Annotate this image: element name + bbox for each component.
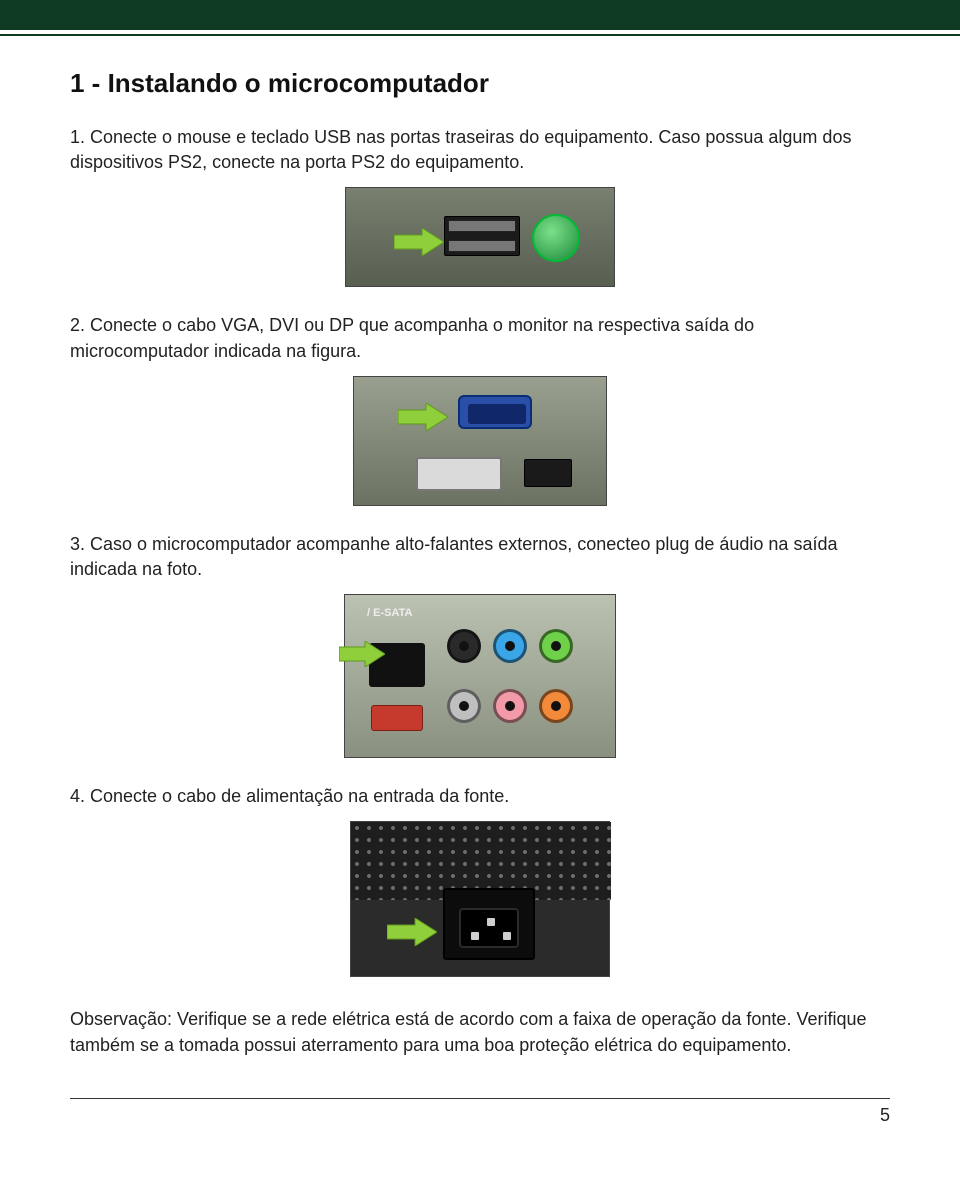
figure-2 xyxy=(70,376,890,506)
esata-label: / E-SATA xyxy=(367,607,412,619)
page-number: 5 xyxy=(880,1105,890,1125)
audio-jack-mic xyxy=(493,689,527,723)
page-title: 1 - Instalando o microcomputador xyxy=(70,68,890,99)
dvi-port xyxy=(416,457,502,491)
step-3-text: 3. Caso o microcomputador acompanhe alto… xyxy=(70,532,890,582)
step-4-text: 4. Conecte o cabo de alimentação na entr… xyxy=(70,784,890,809)
arrow-icon xyxy=(394,228,662,256)
page-body: 1 - Instalando o microcomputador 1. Cone… xyxy=(0,40,960,1146)
observation-text: Observação: Verifique se a rede elétrica… xyxy=(70,1007,890,1057)
esata-port xyxy=(371,705,423,731)
figure-video-ports xyxy=(353,376,607,506)
figure-3: / E-SATA xyxy=(70,594,890,758)
displayport xyxy=(524,459,572,487)
figure-4 xyxy=(70,821,890,977)
arrow-icon xyxy=(387,918,645,946)
figure-usb-ps2 xyxy=(345,187,615,287)
audio-jack-side xyxy=(447,689,481,723)
arrow-icon xyxy=(398,403,650,431)
page-footer: 5 xyxy=(70,1098,890,1126)
step-1-text: 1. Conecte o mouse e teclado USB nas por… xyxy=(70,125,890,175)
figure-audio-ports: / E-SATA xyxy=(344,594,616,758)
header-bar xyxy=(0,0,960,30)
figure-1 xyxy=(70,187,890,287)
audio-jack-center xyxy=(539,689,573,723)
step-2-text: 2. Conecte o cabo VGA, DVI ou DP que aco… xyxy=(70,313,890,363)
figure-power-inlet xyxy=(350,821,610,977)
arrow-icon xyxy=(339,641,609,667)
